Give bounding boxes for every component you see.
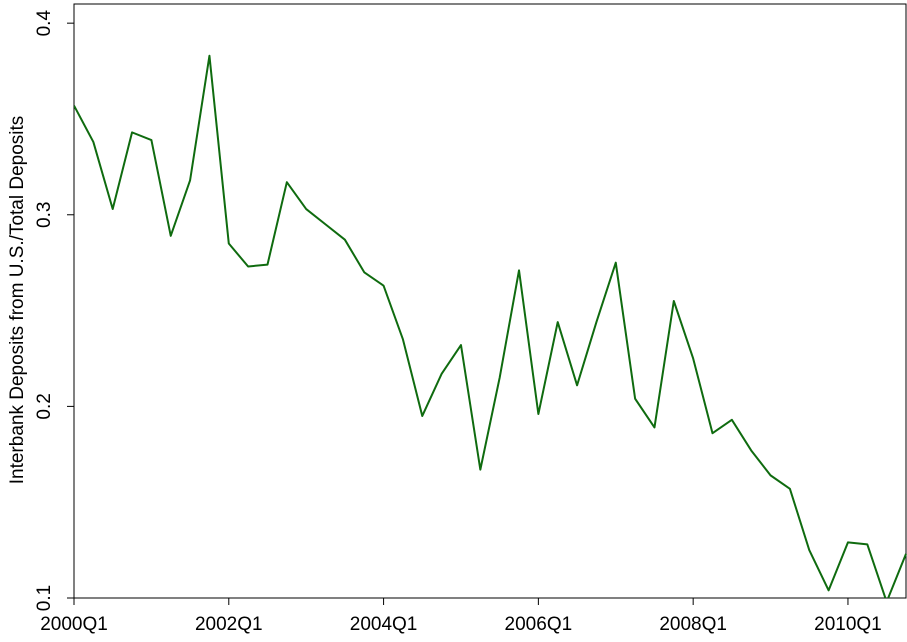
x-tick-label: 2010Q1 bbox=[814, 614, 882, 635]
data-line bbox=[74, 54, 907, 598]
y-tick-label: 0.2 bbox=[34, 393, 55, 419]
y-tick-label: 0.1 bbox=[34, 585, 55, 611]
x-tick-label: 2006Q1 bbox=[505, 614, 573, 635]
x-tick-label: 2000Q1 bbox=[40, 614, 108, 635]
x-tick-label: 2002Q1 bbox=[195, 614, 263, 635]
plot-frame bbox=[73, 3, 907, 599]
x-tick-label: 2008Q1 bbox=[659, 614, 727, 635]
y-tick-label: 0.3 bbox=[34, 202, 55, 228]
y-tick-label: 0.4 bbox=[34, 10, 55, 37]
y-axis-label: Interbank Deposits from U.S./Total Depos… bbox=[7, 116, 28, 485]
plot-area bbox=[74, 54, 907, 598]
x-tick-label: 2004Q1 bbox=[350, 614, 418, 635]
